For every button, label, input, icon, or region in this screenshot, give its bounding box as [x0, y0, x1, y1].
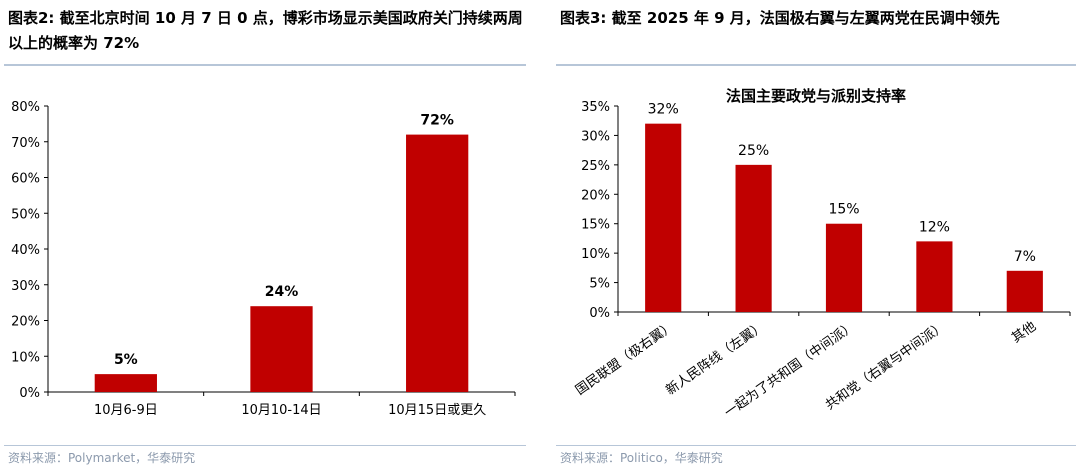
- y-tick-label: 70%: [11, 136, 40, 151]
- bar: [94, 374, 157, 392]
- data-label: 25%: [738, 143, 769, 159]
- data-label: 12%: [919, 219, 950, 235]
- figure-title-left: 图表2: 截至北京时间 10 月 7 日 0 点，博彩市场显示美国政府关门持续两…: [8, 9, 523, 52]
- bar: [1006, 270, 1043, 312]
- data-label: 72%: [420, 113, 454, 129]
- y-tick-label: 20%: [11, 315, 40, 330]
- y-tick-label: 10%: [11, 350, 40, 365]
- y-tick-label: 40%: [11, 243, 40, 258]
- x-tick-label: 10月6-9日: [94, 403, 158, 418]
- title-divider-left: [4, 64, 526, 66]
- y-tick-label: 5%: [589, 277, 610, 292]
- x-tick-label: 国民联盟（极右翼）: [573, 319, 677, 398]
- data-label: 5%: [114, 352, 138, 368]
- y-tick-label: 10%: [581, 247, 610, 262]
- source-note-right: 资料来源：Politico，华泰研究: [560, 451, 723, 465]
- chart-title: 法国主要政党与派别支持率: [726, 87, 906, 105]
- bar-chart-shutdown-probability: 0% 10% 20% 30% 40% 50% 60% 70% 80% 5% 10月6-9日 24% 10…: [11, 100, 516, 418]
- data-label: 7%: [1014, 249, 1036, 265]
- source-divider-right: [556, 445, 1076, 446]
- x-tick-label: 其他: [1009, 319, 1039, 346]
- x-tick-label: 10月15日或更久: [388, 403, 486, 418]
- bar: [406, 134, 469, 392]
- bar-chart-france-polls: 法国主要政党与派别支持率 0% 5% 10% 15% 20% 25% 30% 35% 32% 国民联…: [573, 87, 1071, 421]
- x-tick-label: 10月10-14日: [241, 403, 321, 418]
- title-divider-right: [556, 64, 1076, 66]
- bar: [825, 223, 863, 312]
- y-tick-label: 80%: [11, 100, 40, 115]
- y-tick-label: 25%: [581, 159, 610, 174]
- y-tick-label: 0%: [589, 306, 610, 321]
- source-note-left: 资料来源：Polymarket，华泰研究: [8, 451, 196, 465]
- y-tick-label: 60%: [11, 172, 40, 187]
- y-tick-label: 0%: [19, 386, 40, 401]
- bar: [735, 164, 772, 312]
- y-tick-label: 30%: [581, 129, 610, 144]
- y-tick-label: 50%: [11, 207, 40, 222]
- y-tick-label: 20%: [581, 188, 610, 203]
- figure-title-right: 图表3: 截至 2025 年 9 月，法国极右翼与左翼两党在民调中领先: [560, 9, 1000, 27]
- bar: [250, 306, 313, 392]
- source-divider-left: [4, 445, 526, 446]
- data-label: 32%: [648, 102, 679, 118]
- figure-panel-right: 图表3: 截至 2025 年 9 月，法国极右翼与左翼两党在民调中领先 法国主要…: [552, 0, 1080, 467]
- data-label: 24%: [265, 284, 299, 300]
- figure-panel-left: 图表2: 截至北京时间 10 月 7 日 0 点，博彩市场显示美国政府关门持续两…: [0, 0, 530, 467]
- y-tick-label: 35%: [581, 100, 610, 115]
- bar: [916, 241, 953, 312]
- y-tick-label: 30%: [11, 279, 40, 294]
- bar: [645, 123, 682, 313]
- data-label: 15%: [828, 202, 859, 218]
- y-tick-label: 15%: [581, 218, 610, 233]
